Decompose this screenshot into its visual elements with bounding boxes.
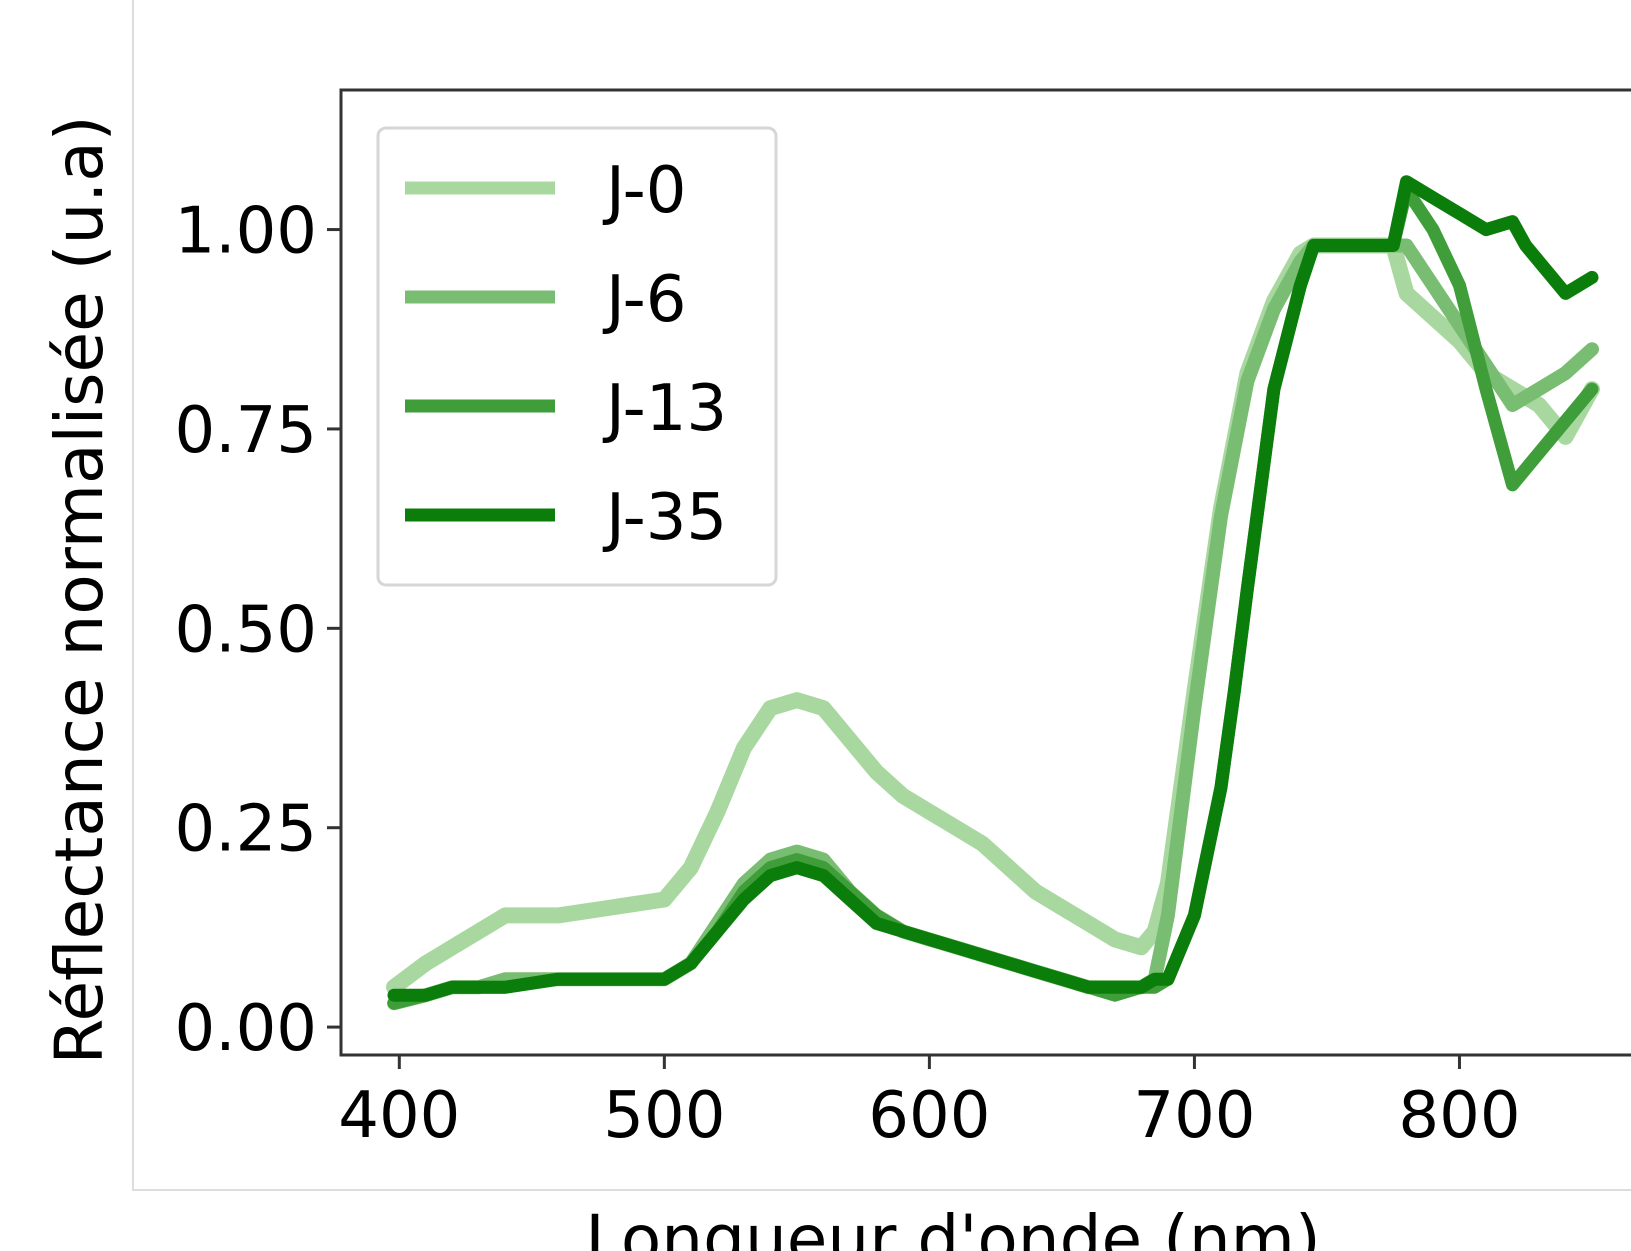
x-tick-label: 700 <box>1133 1079 1255 1153</box>
x-tick-label: 400 <box>338 1079 460 1153</box>
y-tick-label: 0.75 <box>175 394 318 468</box>
y-axis-title: Réflectance normalisée (u.a) <box>41 116 118 1065</box>
plot-frame <box>339 88 1631 1057</box>
x-axis-title: Longueur d'onde (nm) <box>585 1201 1320 1251</box>
x-axis: 400 500 600 700 800 <box>338 1055 1521 1153</box>
legend-box <box>376 126 778 587</box>
plot-lines <box>386 175 1600 1011</box>
y-axis: 0.00 0.25 0.50 0.75 1.00 <box>175 195 341 1066</box>
legend-label-j-13: J-13 <box>602 372 727 446</box>
legend: J-0 J-6 J-13 J-35 <box>376 126 778 587</box>
y-tick-label: 0.50 <box>175 593 318 667</box>
x-tick-label: 500 <box>603 1079 725 1153</box>
y-tick-label: 0.25 <box>175 793 318 867</box>
series-line-j-0 <box>386 237 1600 996</box>
series-line-j-35 <box>387 175 1599 1002</box>
y-tick-label: 1.00 <box>175 195 318 269</box>
legend-label-j-35: J-35 <box>602 481 727 555</box>
legend-label-j-0: J-0 <box>602 154 686 228</box>
legend-label-j-6: J-6 <box>602 263 686 337</box>
x-tick-label: 800 <box>1398 1079 1520 1153</box>
y-tick-label: 0.00 <box>175 992 318 1066</box>
x-tick-label: 600 <box>868 1079 990 1153</box>
